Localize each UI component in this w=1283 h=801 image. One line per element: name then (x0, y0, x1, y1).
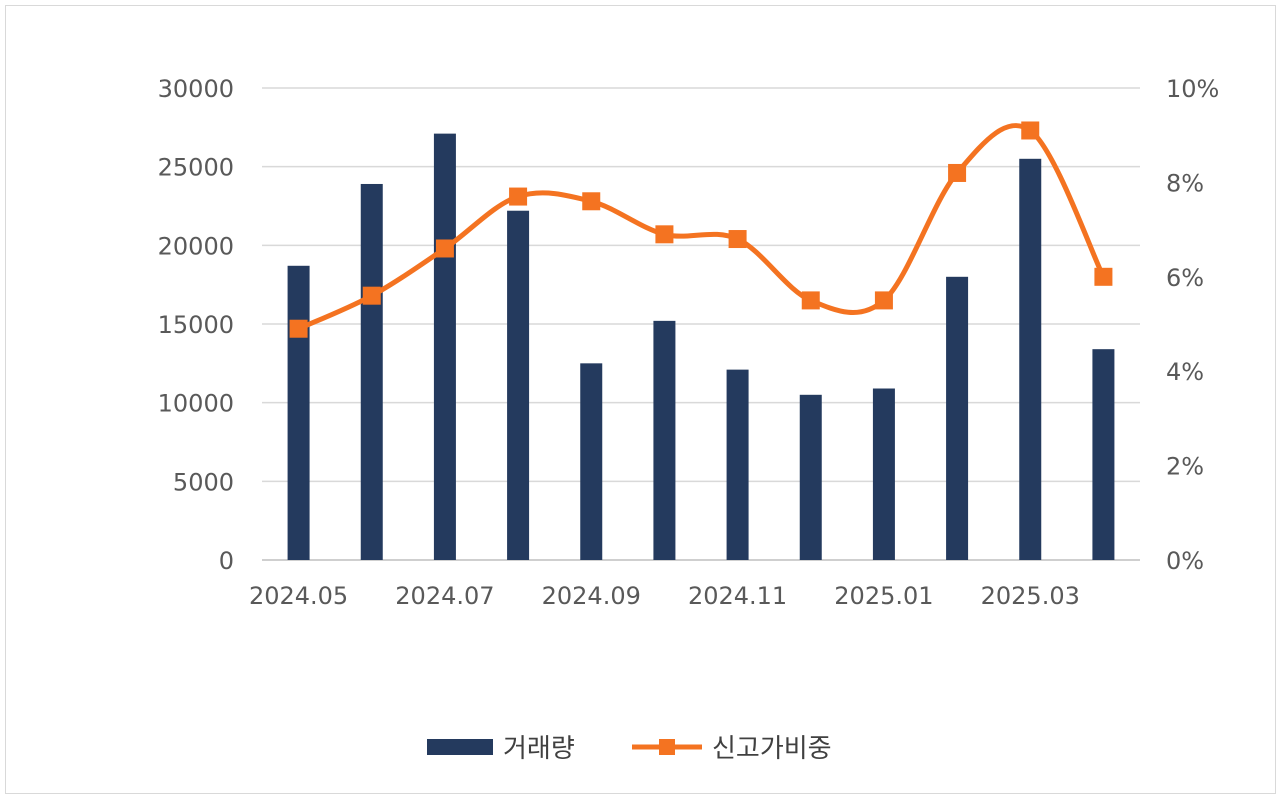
bar-volume (580, 363, 603, 560)
left-axis-tick-label: 20000 (158, 232, 234, 260)
line-ratio-path (297, 123, 1106, 331)
bar-series-volume (287, 133, 1115, 561)
legend-label-ratio: 신고가비중 (712, 734, 832, 764)
left-axis-tick-label: 15000 (158, 311, 234, 339)
bar-volume (360, 183, 383, 560)
right-axis-ticks: 0% 2% 4% 6% 8% 10% (1166, 75, 1219, 575)
line-ratio-marker (362, 286, 381, 305)
x-axis-ticks: 2024.05 2024.07 2024.09 2024.11 2025.01 2025.… (249, 582, 1080, 610)
line-ratio-marker (289, 319, 308, 338)
left-axis-ticks: 0 5000 10000 15000 20000 25000 30000 (158, 75, 234, 575)
legend-swatch-ratio-marker (659, 739, 675, 755)
right-axis-tick-label: 0% (1166, 547, 1204, 575)
bar-volume (507, 210, 530, 560)
bar-volume (1019, 158, 1042, 561)
line-ratio-marker (1021, 121, 1040, 140)
chart-frame (5, 5, 1276, 794)
left-axis-tick-label: 5000 (173, 468, 234, 496)
line-ratio-marker (874, 291, 893, 310)
legend-label-volume: 거래량 (503, 734, 575, 764)
x-axis-tick-label: 2024.11 (688, 582, 787, 610)
bar-volume (433, 133, 456, 561)
bar-volume (1092, 349, 1115, 560)
right-axis-tick-label: 4% (1166, 358, 1204, 386)
line-ratio-marker (582, 192, 601, 211)
line-ratio-marker (948, 163, 967, 182)
gridlines (262, 87, 1140, 561)
bar-volume (946, 276, 969, 560)
left-axis-tick-label: 25000 (158, 154, 234, 182)
left-axis-tick-label: 0 (219, 547, 234, 575)
line-ratio-marker (435, 239, 454, 258)
bar-volume (653, 320, 676, 560)
right-axis-tick-label: 10% (1166, 75, 1219, 103)
left-axis-tick-label: 10000 (158, 390, 234, 418)
right-axis-tick-label: 2% (1166, 453, 1204, 481)
right-axis-tick-label: 6% (1166, 264, 1204, 292)
line-ratio-marker (728, 230, 747, 249)
line-ratio-marker (509, 187, 528, 206)
line-series-ratio (289, 121, 1113, 338)
left-axis-tick-label: 30000 (158, 75, 234, 103)
bar-volume (872, 388, 895, 560)
bar-volume (799, 394, 822, 560)
legend-swatch-volume (427, 739, 493, 755)
line-ratio-marker (655, 225, 674, 244)
line-ratio-marker (801, 291, 820, 310)
x-axis-tick-label: 2024.09 (542, 582, 641, 610)
line-ratio-marker (1094, 267, 1113, 286)
legend: 거래량 신고가비중 (427, 734, 832, 764)
x-axis-tick-label: 2025.03 (981, 582, 1080, 610)
bar-volume (726, 369, 749, 560)
x-axis-tick-label: 2025.01 (834, 582, 933, 610)
right-axis-tick-label: 8% (1166, 169, 1204, 197)
x-axis-tick-label: 2024.05 (249, 582, 348, 610)
bar-volume (287, 265, 310, 560)
x-axis-tick-label: 2024.07 (395, 582, 494, 610)
